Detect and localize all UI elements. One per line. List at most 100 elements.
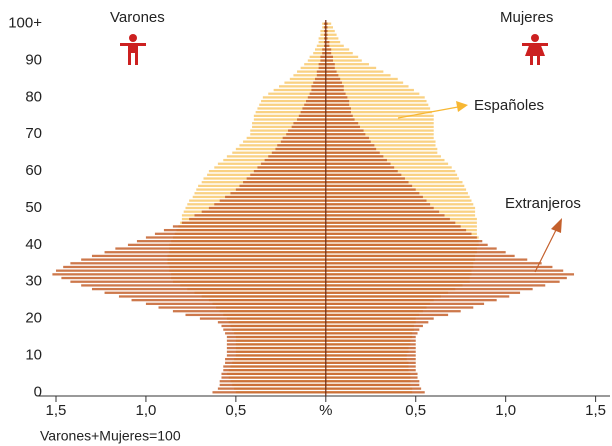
- bar: [264, 158, 326, 162]
- bar: [325, 133, 434, 136]
- bar: [325, 361, 416, 364]
- bar: [226, 346, 326, 350]
- y-tick-label: 60: [25, 162, 42, 179]
- bar: [320, 59, 326, 62]
- bar: [325, 85, 344, 88]
- bar: [324, 44, 326, 47]
- bar: [325, 254, 515, 258]
- bar: [325, 88, 414, 92]
- x-tick-label: 1,0: [495, 402, 516, 419]
- bar: [298, 114, 326, 117]
- bar: [325, 92, 420, 95]
- bar: [300, 111, 326, 114]
- bar: [325, 284, 546, 287]
- bar: [52, 273, 326, 276]
- bar: [225, 195, 326, 199]
- bar: [325, 140, 371, 143]
- bar: [221, 376, 326, 379]
- y-tick-label: 30: [25, 273, 42, 290]
- bar: [325, 29, 328, 33]
- bar: [280, 140, 326, 143]
- bar: [225, 357, 326, 361]
- arrow: [534, 229, 557, 273]
- bar: [81, 284, 326, 287]
- bar: [154, 232, 326, 235]
- bar: [325, 66, 377, 70]
- bar: [268, 92, 326, 95]
- bar: [325, 236, 477, 239]
- bar: [318, 66, 326, 70]
- bar: [325, 184, 413, 188]
- bar: [320, 29, 326, 33]
- bar: [286, 133, 326, 136]
- bar: [325, 88, 344, 92]
- axes: 1,5 1,0 0,5% 0,5 1,0 1,5010203040506070809010…: [8, 15, 610, 419]
- bar: [325, 247, 497, 250]
- bar: [289, 77, 326, 81]
- bar: [325, 111, 432, 114]
- bar: [325, 44, 344, 47]
- bar: [127, 243, 326, 247]
- bar: [324, 33, 326, 36]
- bar: [325, 343, 416, 346]
- bar: [214, 203, 326, 206]
- bar: [275, 147, 326, 151]
- bar: [208, 206, 326, 210]
- bar: [325, 369, 416, 372]
- arrowhead: [551, 218, 562, 233]
- bar: [325, 155, 384, 158]
- bar: [325, 262, 542, 265]
- arrowhead: [456, 101, 468, 112]
- bar: [325, 287, 533, 291]
- bar: [325, 144, 436, 147]
- bar: [325, 40, 341, 44]
- bar: [325, 85, 409, 88]
- bar: [115, 247, 326, 250]
- bar: [325, 125, 360, 129]
- bar: [284, 81, 326, 84]
- bar: [253, 114, 326, 117]
- y-tick-label: 20: [25, 310, 42, 327]
- bar: [325, 162, 391, 165]
- bar: [325, 99, 427, 103]
- bar: [212, 391, 326, 394]
- bar: [325, 63, 369, 66]
- bar: [325, 280, 560, 283]
- bar: [325, 195, 423, 199]
- bar: [325, 129, 434, 132]
- bar: [63, 265, 326, 269]
- bar: [158, 306, 326, 309]
- bar: [325, 122, 434, 125]
- bar: [252, 122, 326, 125]
- bar: [223, 328, 326, 331]
- bar: [257, 107, 326, 110]
- bar: [325, 225, 461, 228]
- bar: [325, 243, 488, 247]
- bar: [313, 81, 326, 84]
- footnote: Varones+Mujeres=100: [40, 428, 181, 444]
- bar: [325, 107, 431, 110]
- bar: [325, 99, 350, 103]
- bar: [325, 144, 375, 147]
- bar: [325, 66, 335, 70]
- bar: [311, 85, 326, 88]
- bar: [325, 391, 425, 394]
- bar: [268, 155, 326, 158]
- bar: [277, 144, 326, 147]
- bar: [325, 92, 346, 95]
- bar: [273, 88, 326, 92]
- bar: [318, 63, 326, 66]
- bar: [172, 225, 326, 228]
- bar: [325, 33, 337, 36]
- bar: [325, 166, 395, 169]
- bar: [291, 125, 326, 129]
- bar: [304, 63, 326, 66]
- bar: [325, 188, 416, 191]
- bar: [189, 217, 326, 221]
- bar: [325, 158, 387, 162]
- bar: [325, 129, 364, 132]
- bar: [325, 258, 528, 261]
- bar: [324, 29, 326, 33]
- y-tick-label: 50: [25, 199, 42, 216]
- bar: [226, 354, 326, 357]
